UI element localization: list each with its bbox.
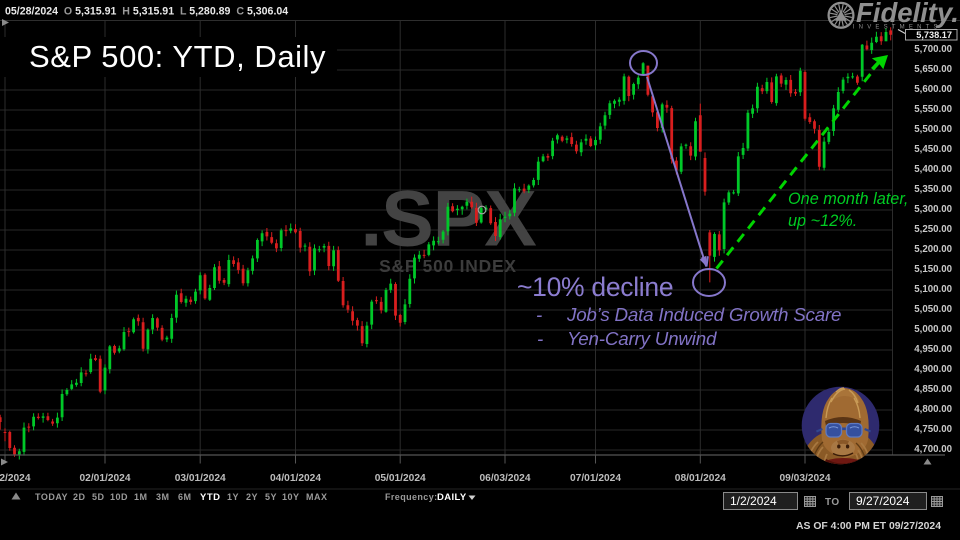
svg-text:5,200.00: 5,200.00 xyxy=(914,244,952,255)
svg-text:S&P 500 INDEX: S&P 500 INDEX xyxy=(379,256,517,276)
svg-text:01/02/2024: 01/02/2024 xyxy=(0,473,31,484)
svg-text:~10% decline: ~10% decline xyxy=(517,272,673,302)
svg-text:INVESTMENTS: INVESTMENTS xyxy=(853,25,942,31)
svg-text:5,000.00: 5,000.00 xyxy=(914,324,952,335)
svg-text:02/01/2024: 02/01/2024 xyxy=(80,473,131,484)
svg-text:5,400.00: 5,400.00 xyxy=(914,164,952,175)
svg-text:-: - xyxy=(536,304,542,325)
svg-text:5D: 5D xyxy=(92,492,105,502)
svg-text:Job’s Data Induced Growth Scar: Job’s Data Induced Growth Scare xyxy=(566,304,841,325)
svg-text:06/03/2024: 06/03/2024 xyxy=(480,473,531,484)
svg-text:9/27/2024: 9/27/2024 xyxy=(856,494,910,508)
svg-text:10Y: 10Y xyxy=(282,492,300,502)
svg-text:09/03/2024: 09/03/2024 xyxy=(780,473,831,484)
svg-text:2D: 2D xyxy=(73,492,86,502)
svg-text:4,950.00: 4,950.00 xyxy=(914,344,952,355)
svg-text:TO: TO xyxy=(825,497,840,508)
svg-text:3M: 3M xyxy=(156,492,170,502)
svg-text:1M: 1M xyxy=(134,492,148,502)
svg-text:AS OF 4:00 PM ET 09/27/2024: AS OF 4:00 PM ET 09/27/2024 xyxy=(796,521,941,532)
svg-text:1Y: 1Y xyxy=(227,492,239,502)
svg-text:5,550.00: 5,550.00 xyxy=(914,104,952,115)
svg-text:5,450.00: 5,450.00 xyxy=(914,144,952,155)
svg-text:5,700.00: 5,700.00 xyxy=(914,44,952,55)
svg-text:5,500.00: 5,500.00 xyxy=(914,124,952,135)
svg-text:4,800.00: 4,800.00 xyxy=(914,404,952,415)
svg-text:DAILY: DAILY xyxy=(437,492,467,503)
svg-text:-: - xyxy=(537,328,543,349)
svg-text:05/28/2024 O 5,315.91 H 5,31: 05/28/2024 O 5,315.91 H 5,315.91 L 5,280… xyxy=(5,6,288,18)
svg-text:07/01/2024: 07/01/2024 xyxy=(570,473,621,484)
svg-text:One month later,: One month later, xyxy=(788,190,908,208)
svg-text:4,750.00: 4,750.00 xyxy=(914,424,952,435)
svg-text:1/2/2024: 1/2/2024 xyxy=(730,494,777,508)
svg-text:6M: 6M xyxy=(178,492,192,502)
svg-text:TODAY: TODAY xyxy=(35,492,68,502)
svg-text:5,050.00: 5,050.00 xyxy=(914,304,952,315)
svg-text:4,850.00: 4,850.00 xyxy=(914,384,952,395)
svg-text:4,700.00: 4,700.00 xyxy=(914,444,952,455)
svg-text:4,900.00: 4,900.00 xyxy=(914,364,952,375)
svg-text:5,150.00: 5,150.00 xyxy=(914,264,952,275)
svg-text:Yen-Carry Unwind: Yen-Carry Unwind xyxy=(567,328,717,349)
svg-text:5,600.00: 5,600.00 xyxy=(914,84,952,95)
svg-text:03/01/2024: 03/01/2024 xyxy=(175,473,226,484)
svg-text:5Y: 5Y xyxy=(265,492,277,502)
svg-text:04/01/2024: 04/01/2024 xyxy=(270,473,321,484)
svg-text:S&P 500: YTD, Daily: S&P 500: YTD, Daily xyxy=(29,39,326,74)
svg-text:Frequency:: Frequency: xyxy=(385,492,438,502)
svg-text:5,738.17: 5,738.17 xyxy=(916,30,952,40)
svg-text:05/01/2024: 05/01/2024 xyxy=(375,473,426,484)
svg-text:up ~12%.: up ~12%. xyxy=(788,212,857,230)
svg-text:MAX: MAX xyxy=(306,492,328,502)
svg-text:5,650.00: 5,650.00 xyxy=(914,64,952,75)
svg-text:2Y: 2Y xyxy=(246,492,258,502)
svg-text:10D: 10D xyxy=(110,492,128,502)
svg-text:5,350.00: 5,350.00 xyxy=(914,184,952,195)
svg-text:5,100.00: 5,100.00 xyxy=(914,284,952,295)
svg-text:YTD: YTD xyxy=(200,492,221,503)
svg-text:5,250.00: 5,250.00 xyxy=(914,224,952,235)
svg-text:5,300.00: 5,300.00 xyxy=(914,204,952,215)
svg-text:08/01/2024: 08/01/2024 xyxy=(675,473,726,484)
svg-text:Fidelity.: Fidelity. xyxy=(856,0,959,28)
